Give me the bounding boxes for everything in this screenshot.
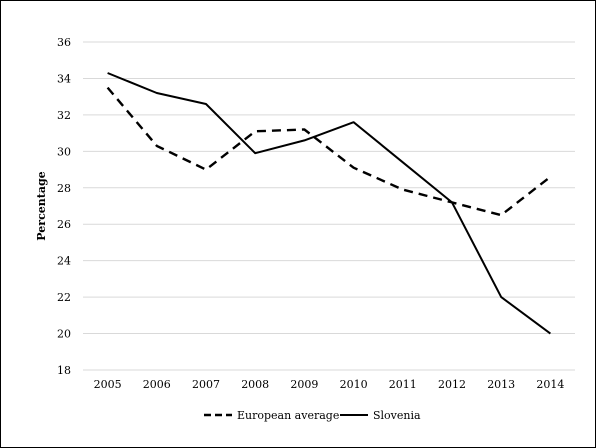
y-tick-label: 30	[57, 145, 71, 158]
series-line-european-average	[106, 86, 552, 217]
legend-label: Slovenia	[373, 409, 421, 422]
x-tick-label: 2008	[241, 378, 269, 391]
x-tick-label: 2010	[340, 378, 368, 391]
y-tick-label: 32	[57, 109, 71, 122]
series-lines	[106, 72, 552, 335]
y-tick-label: 36	[57, 36, 71, 49]
x-tick-label: 2006	[143, 378, 171, 391]
x-tick-label: 2013	[487, 378, 515, 391]
y-axis-tick-labels: 18 20 22 24 26 28 30 32 34 36	[57, 36, 71, 377]
y-tick-label: 26	[57, 218, 71, 231]
x-tick-label: 2007	[192, 378, 220, 391]
x-tick-label: 2014	[536, 378, 564, 391]
legend: European average Slovenia	[204, 409, 421, 422]
y-tick-label: 22	[57, 291, 71, 304]
y-tick-label: 34	[57, 72, 71, 85]
gridlines	[83, 41, 575, 371]
y-tick-label: 28	[57, 182, 71, 195]
y-tick-label: 18	[57, 364, 71, 377]
y-tick-label: 20	[57, 328, 71, 341]
x-axis-tick-labels: 2005 2006 2007 2008 2009 2010 2011 2012 2013 2014	[94, 378, 565, 391]
series-line-slovenia	[107, 72, 551, 335]
y-axis-title: Percentage	[35, 171, 48, 240]
x-tick-label: 2009	[290, 378, 318, 391]
x-tick-label: 2005	[94, 378, 122, 391]
x-tick-label: 2011	[389, 378, 417, 391]
legend-label: European average	[237, 409, 339, 422]
y-tick-label: 24	[57, 255, 71, 268]
x-tick-label: 2012	[438, 378, 466, 391]
